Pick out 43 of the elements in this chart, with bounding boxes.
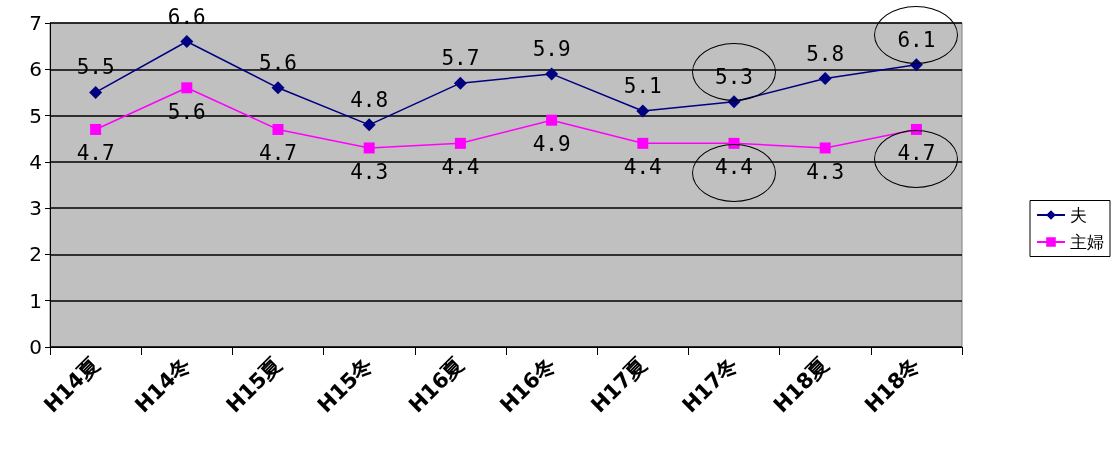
point [272, 123, 284, 135]
y-tick-label: 2 [29, 242, 42, 267]
data-label: 4.4 [715, 155, 753, 180]
data-label: 5.1 [623, 73, 662, 98]
point [362, 118, 376, 132]
point [90, 123, 102, 135]
point [363, 142, 375, 154]
data-label: 5.9 [532, 36, 571, 61]
point [819, 142, 831, 154]
y-tick-label: 6 [29, 57, 42, 82]
data-label: 4.7 [897, 141, 936, 166]
data-label: 4.4 [441, 155, 480, 180]
point [89, 85, 103, 99]
data-label: 5.6 [259, 50, 297, 75]
data-label: 5.7 [441, 46, 480, 71]
data-label: 4.7 [259, 141, 297, 166]
point [271, 81, 285, 95]
data-label: 4.9 [532, 132, 571, 157]
y-tick-label: 5 [29, 103, 42, 128]
y-tick-label: 1 [29, 288, 42, 313]
data-label: 4.4 [623, 155, 662, 180]
point [545, 67, 559, 81]
data-label: 4.7 [76, 141, 115, 166]
point [181, 82, 193, 94]
y-tick-label: 7 [29, 11, 42, 35]
point [637, 137, 649, 149]
y-tick-label: 3 [29, 196, 42, 221]
legend-label: 主婦 [1070, 232, 1104, 252]
point [180, 35, 194, 49]
data-label: 5.3 [715, 64, 753, 89]
point [453, 76, 467, 90]
y-tick-label: 4 [29, 149, 42, 174]
point [546, 114, 558, 126]
point [454, 137, 466, 149]
data-label: 6.1 [897, 27, 936, 52]
data-label: 4.3 [350, 159, 389, 184]
data-label: 4.3 [806, 159, 845, 184]
point [818, 72, 832, 86]
point [636, 104, 650, 118]
data-label: 4.8 [350, 87, 389, 112]
data-label: 5.8 [806, 41, 845, 66]
y-tick-label: 0 [29, 335, 42, 359]
legend-label: 夫 [1070, 205, 1087, 225]
